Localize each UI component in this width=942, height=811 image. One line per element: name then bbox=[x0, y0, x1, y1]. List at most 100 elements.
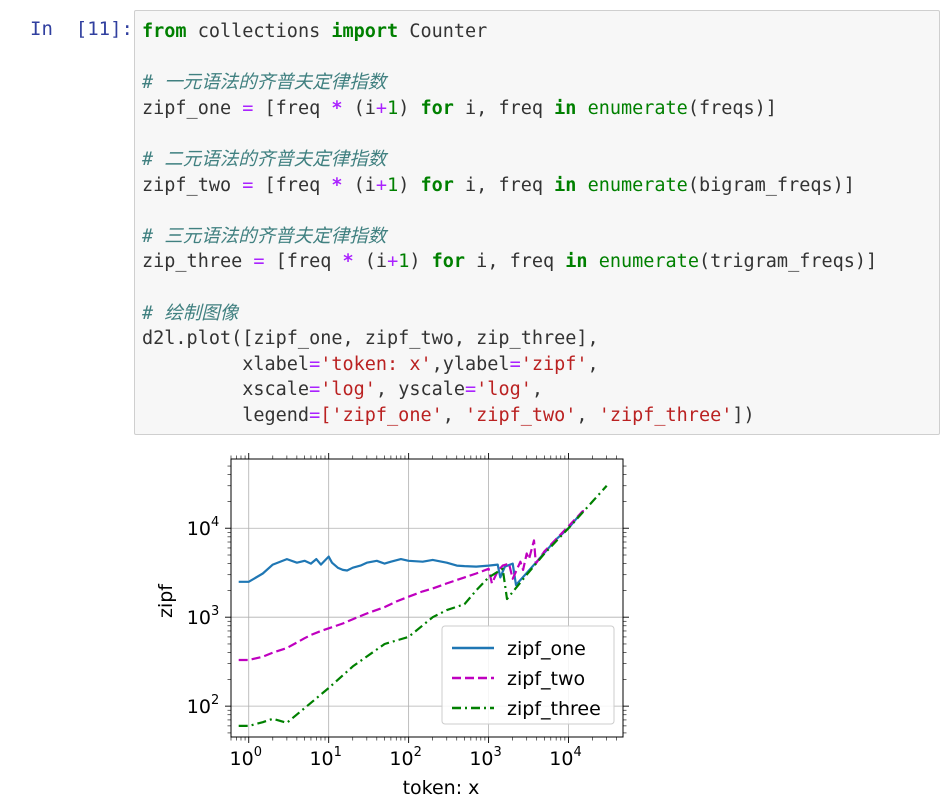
code-token: # 二元语法的齐普夫定律指数 bbox=[142, 148, 387, 170]
code-token bbox=[576, 175, 587, 196]
code-token: 1 bbox=[387, 97, 399, 119]
code-token: 'zipf_two' bbox=[465, 404, 577, 426]
legend-box bbox=[441, 625, 615, 725]
code-token: zipf_two bbox=[142, 174, 243, 196]
code-token: [freq bbox=[264, 251, 343, 273]
code-token: * bbox=[331, 174, 343, 196]
code-token: ['zipf_one' bbox=[320, 404, 443, 426]
code-line: # 绘制图像 bbox=[142, 303, 238, 324]
code-token: = bbox=[309, 353, 321, 375]
x-tick-label: 102 bbox=[389, 745, 421, 770]
code-line: zipf_two = [freq * (i+1) for i, freq in … bbox=[142, 175, 855, 196]
legend-label-zipf_three: zipf_three bbox=[507, 698, 601, 720]
code-token: enumerate bbox=[598, 251, 699, 273]
y-tick-label: 103 bbox=[187, 604, 219, 629]
code-token bbox=[576, 98, 587, 119]
code-token: = bbox=[242, 97, 254, 119]
code-line: # 二元语法的齐普夫定律指数 bbox=[142, 149, 386, 170]
code-token: ) bbox=[398, 97, 421, 119]
code-token: (i bbox=[342, 97, 376, 119]
code-token: = bbox=[509, 353, 521, 375]
code-token: 1 bbox=[398, 251, 410, 273]
code-token: 'zipf' bbox=[520, 353, 588, 375]
code-token: (i bbox=[342, 174, 376, 196]
code-token: = bbox=[309, 379, 321, 401]
code-token: Counter bbox=[398, 21, 488, 42]
code-token: i, freq bbox=[453, 174, 555, 196]
plot-frame bbox=[230, 458, 624, 738]
legend-label-zipf_two: zipf_two bbox=[507, 668, 585, 690]
code-token: = bbox=[465, 379, 477, 401]
code-line: d2l.plot([zipf_one, zipf_two, zip_three]… bbox=[142, 328, 599, 349]
code-token: in bbox=[554, 174, 577, 196]
code-token: d2l.plot([zipf_one, zipf_two, zip_three]… bbox=[142, 328, 599, 350]
code-token: = bbox=[242, 174, 254, 196]
code-token: zipf_one bbox=[142, 97, 243, 119]
code-token: ,ylabel bbox=[431, 353, 510, 375]
code-token: i, freq bbox=[465, 251, 566, 273]
code-line: zip_three = [freq * (i+1) for i, freq in… bbox=[142, 251, 877, 272]
y-tick-label: 104 bbox=[187, 515, 219, 540]
code-token: ]) bbox=[732, 404, 755, 426]
code-line: # 一元语法的齐普夫定律指数 bbox=[142, 72, 386, 93]
code-editor[interactable]: from collections import Counter # 一元语法的齐… bbox=[142, 19, 877, 429]
series-line-zipf_two bbox=[238, 509, 588, 662]
code-token: collections bbox=[186, 21, 332, 42]
code-token: # 绘制图像 bbox=[142, 302, 239, 324]
x-tick-label: 104 bbox=[549, 745, 581, 770]
code-token: xscale bbox=[142, 379, 310, 401]
code-token: (freqs)] bbox=[687, 97, 777, 119]
code-token: * bbox=[342, 251, 354, 273]
code-token: i, freq bbox=[453, 97, 555, 119]
code-line: legend=['zipf_one', 'zipf_two', 'zipf_th… bbox=[142, 404, 755, 426]
code-token: (bigram_freqs)] bbox=[687, 174, 855, 196]
input-prompt: In [11]: bbox=[30, 18, 133, 40]
x-axis-label: token: x bbox=[403, 777, 480, 799]
code-token: # 三元语法的齐普夫定律指数 bbox=[142, 225, 387, 247]
code-token: = bbox=[309, 404, 321, 426]
code-token: ) bbox=[409, 251, 432, 273]
code-token: in bbox=[565, 251, 588, 273]
code-cell[interactable]: from collections import Counter # 一元语法的齐… bbox=[134, 10, 940, 435]
code-line: from collections import Counter bbox=[142, 21, 487, 42]
code-token: 1 bbox=[387, 174, 399, 196]
code-token: (trigram_freqs)] bbox=[698, 251, 878, 273]
code-token: , bbox=[576, 404, 599, 426]
code-token: in bbox=[554, 97, 577, 119]
code-token: legend bbox=[142, 404, 310, 426]
code-token: , yscale bbox=[375, 379, 466, 401]
code-token: [freq bbox=[253, 174, 332, 196]
code-token: 'log' bbox=[476, 379, 532, 401]
code-token: ) bbox=[398, 174, 421, 196]
code-token: for bbox=[431, 251, 466, 273]
code-line: zipf_one = [freq * (i+1) for i, freq in … bbox=[142, 98, 777, 119]
series-line-zipf_one bbox=[238, 510, 584, 587]
code-line: xscale='log', yscale='log', bbox=[142, 379, 543, 400]
code-token: 'log' bbox=[320, 379, 376, 401]
code-token: for bbox=[420, 97, 454, 119]
code-token: enumerate bbox=[587, 97, 688, 119]
code-token bbox=[588, 251, 599, 272]
x-tick-label: 101 bbox=[309, 745, 341, 770]
y-tick-label: 102 bbox=[187, 693, 219, 718]
legend-label-zipf_one: zipf_one bbox=[507, 638, 586, 660]
code-token: 'zipf_three' bbox=[598, 404, 733, 426]
series-line-zipf_three bbox=[238, 485, 608, 727]
code-line: xlabel='token: x',ylabel='zipf', bbox=[142, 353, 599, 375]
code-token: from bbox=[142, 21, 187, 42]
code-token: , bbox=[587, 353, 599, 375]
code-token: (i bbox=[353, 251, 388, 273]
code-token: , bbox=[442, 404, 466, 426]
code-token: import bbox=[331, 21, 399, 42]
x-tick-label: 100 bbox=[230, 745, 262, 770]
zipf-chart: 100 101 102 103 104 102 103 104 token: x zipf zipf… bbox=[155, 453, 629, 799]
code-token: * bbox=[331, 97, 343, 119]
code-token: enumerate bbox=[587, 174, 688, 196]
code-line: # 三元语法的齐普夫定律指数 bbox=[142, 226, 386, 247]
code-token: # 一元语法的齐普夫定律指数 bbox=[142, 72, 387, 94]
code-token: zip_three bbox=[142, 251, 254, 273]
code-token: 'token: x' bbox=[320, 353, 432, 375]
code-token: for bbox=[420, 174, 454, 196]
legend: zipf_one zipf_two zipf_three bbox=[441, 625, 615, 725]
code-token: [freq bbox=[253, 97, 332, 119]
